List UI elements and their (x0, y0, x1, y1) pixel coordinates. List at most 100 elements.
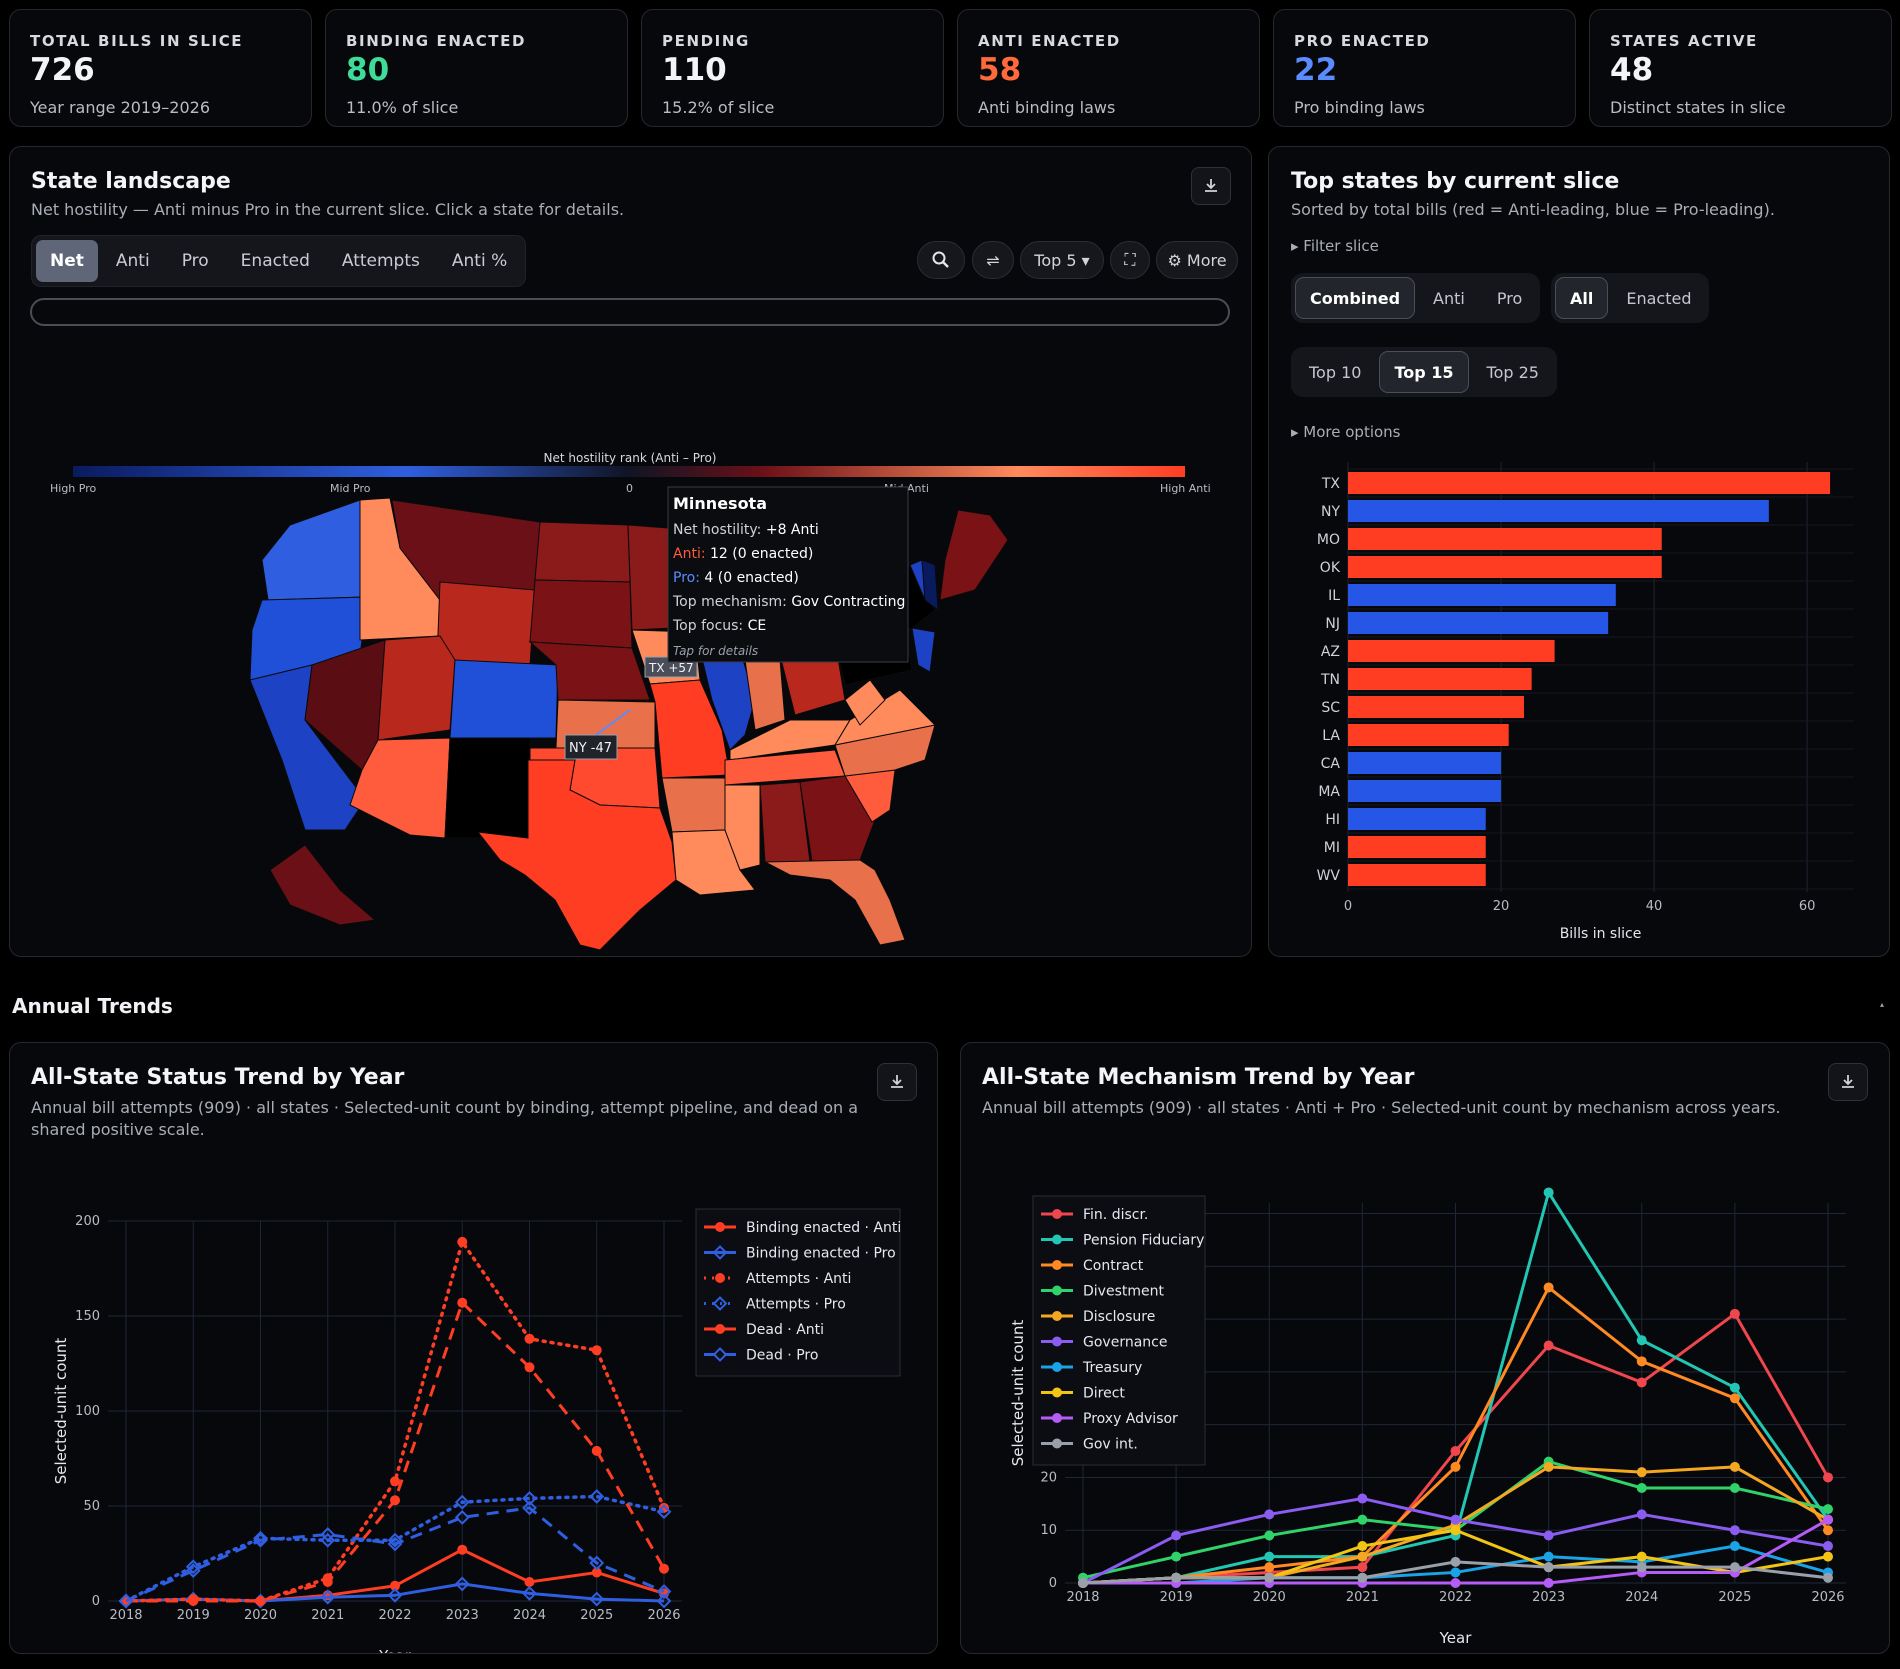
tab-anti[interactable]: Anti (115, 251, 150, 271)
data-point[interactable] (1357, 1541, 1368, 1552)
data-point[interactable] (1450, 1578, 1461, 1588)
data-point[interactable] (524, 1577, 535, 1587)
filter-anti[interactable]: Anti (1433, 288, 1465, 308)
bar-nj[interactable] (1348, 612, 1609, 634)
data-point[interactable] (1729, 1308, 1740, 1319)
data-point[interactable] (457, 1236, 468, 1247)
data-point[interactable] (524, 1333, 535, 1344)
data-point[interactable] (454, 1509, 470, 1525)
data-point[interactable] (522, 1490, 537, 1506)
data-point[interactable] (1729, 1483, 1740, 1493)
data-point[interactable] (1823, 1572, 1833, 1583)
data-point[interactable] (255, 1596, 266, 1606)
map-download-button[interactable] (1191, 167, 1231, 205)
data-point[interactable] (1729, 1382, 1740, 1393)
data-point[interactable] (1823, 1541, 1833, 1552)
data-point[interactable] (1636, 1509, 1647, 1520)
map-search-button[interactable] (917, 241, 965, 279)
data-point[interactable] (1543, 1578, 1554, 1588)
mech-download-button[interactable] (1828, 1063, 1868, 1101)
legend-item[interactable]: Dead · Anti (746, 1322, 824, 1338)
data-point[interactable] (1823, 1514, 1833, 1525)
data-point[interactable] (589, 1591, 605, 1607)
legend-item[interactable]: Contract (1083, 1258, 1144, 1274)
data-point[interactable] (457, 1544, 468, 1555)
legend-item[interactable]: Fin. discr. (1083, 1207, 1148, 1223)
data-point[interactable] (1357, 1572, 1368, 1583)
data-point[interactable] (1543, 1187, 1554, 1198)
data-point[interactable] (390, 1580, 400, 1591)
legend-item[interactable]: Treasury (1082, 1360, 1142, 1376)
tab-anti-[interactable]: Anti % (451, 251, 508, 271)
filter-top-10[interactable]: Top 10 (1309, 362, 1362, 382)
data-point[interactable] (1264, 1562, 1275, 1573)
data-point[interactable] (1543, 1562, 1554, 1573)
data-point[interactable] (185, 1559, 201, 1575)
legend-item[interactable]: Attempts · Pro (746, 1297, 846, 1313)
legend-item[interactable]: Binding enacted · Pro (746, 1246, 896, 1262)
more-button[interactable]: ⚙ More (1156, 241, 1238, 279)
filter-combined[interactable]: Combined (1295, 277, 1416, 319)
bar-ma[interactable] (1348, 780, 1502, 802)
tab-enacted[interactable]: Enacted (240, 251, 310, 271)
legend-item[interactable]: Binding enacted · Anti (746, 1220, 901, 1236)
data-point[interactable] (591, 1445, 602, 1456)
data-point[interactable] (1171, 1572, 1182, 1583)
filter-slice-toggle[interactable]: ▸ Filter slice (1291, 237, 1379, 255)
data-point[interactable] (1543, 1530, 1554, 1541)
data-point[interactable] (390, 1476, 400, 1487)
tab-attempts[interactable]: Attempts (341, 251, 420, 271)
data-point[interactable] (1823, 1551, 1833, 1562)
top-n-dropdown[interactable]: Top 5 ▾ (1020, 241, 1104, 279)
data-point[interactable] (1543, 1282, 1554, 1293)
data-point[interactable] (1729, 1393, 1740, 1404)
bar-ny[interactable] (1348, 500, 1769, 522)
collapse-icon[interactable]: ▴ (1880, 1000, 1885, 1009)
data-point[interactable] (522, 1585, 537, 1601)
data-point[interactable] (1729, 1541, 1740, 1552)
data-point[interactable] (1450, 1525, 1461, 1536)
expand-button[interactable]: ⛶ (1110, 241, 1150, 279)
data-point[interactable] (390, 1495, 400, 1506)
data-point[interactable] (1264, 1572, 1275, 1583)
data-point[interactable] (656, 1593, 672, 1609)
filter-all[interactable]: All (1555, 277, 1609, 319)
data-point[interactable] (1543, 1340, 1554, 1351)
bar-ok[interactable] (1348, 556, 1662, 578)
swap-button[interactable]: ⇌ (972, 241, 1014, 279)
data-point[interactable] (1636, 1467, 1647, 1478)
data-point[interactable] (454, 1494, 470, 1510)
legend-item[interactable]: Dead · Pro (746, 1348, 818, 1364)
data-point[interactable] (118, 1593, 134, 1609)
legend-item[interactable]: Disclosure (1083, 1309, 1155, 1325)
data-point[interactable] (1729, 1525, 1740, 1536)
data-point[interactable] (1357, 1551, 1368, 1562)
data-point[interactable] (253, 1532, 268, 1548)
data-point[interactable] (1264, 1509, 1275, 1520)
data-point[interactable] (656, 1584, 672, 1599)
data-point[interactable] (1078, 1578, 1088, 1588)
data-point[interactable] (185, 1563, 201, 1579)
data-point[interactable] (1823, 1525, 1833, 1536)
data-point[interactable] (1450, 1446, 1461, 1457)
data-point[interactable] (322, 1577, 333, 1587)
data-point[interactable] (1264, 1551, 1275, 1562)
data-point[interactable] (1450, 1567, 1461, 1578)
bar-ca[interactable] (1348, 752, 1502, 774)
legend-item[interactable]: Proxy Advisor (1083, 1411, 1178, 1427)
status-download-button[interactable] (877, 1063, 917, 1101)
tab-pro[interactable]: Pro (181, 251, 209, 271)
bar-wv[interactable] (1348, 864, 1486, 886)
bar-la[interactable] (1348, 724, 1509, 746)
bar-hi[interactable] (1348, 808, 1486, 830)
data-point[interactable] (1543, 1551, 1554, 1562)
data-point[interactable] (1729, 1461, 1740, 1472)
data-point[interactable] (591, 1345, 602, 1356)
data-point[interactable] (1357, 1562, 1368, 1573)
bar-tx[interactable] (1348, 472, 1831, 494)
data-point[interactable] (1357, 1514, 1368, 1525)
data-point[interactable] (188, 1596, 199, 1606)
data-point[interactable] (320, 1527, 336, 1542)
data-point[interactable] (457, 1297, 468, 1308)
data-point[interactable] (1543, 1461, 1554, 1472)
